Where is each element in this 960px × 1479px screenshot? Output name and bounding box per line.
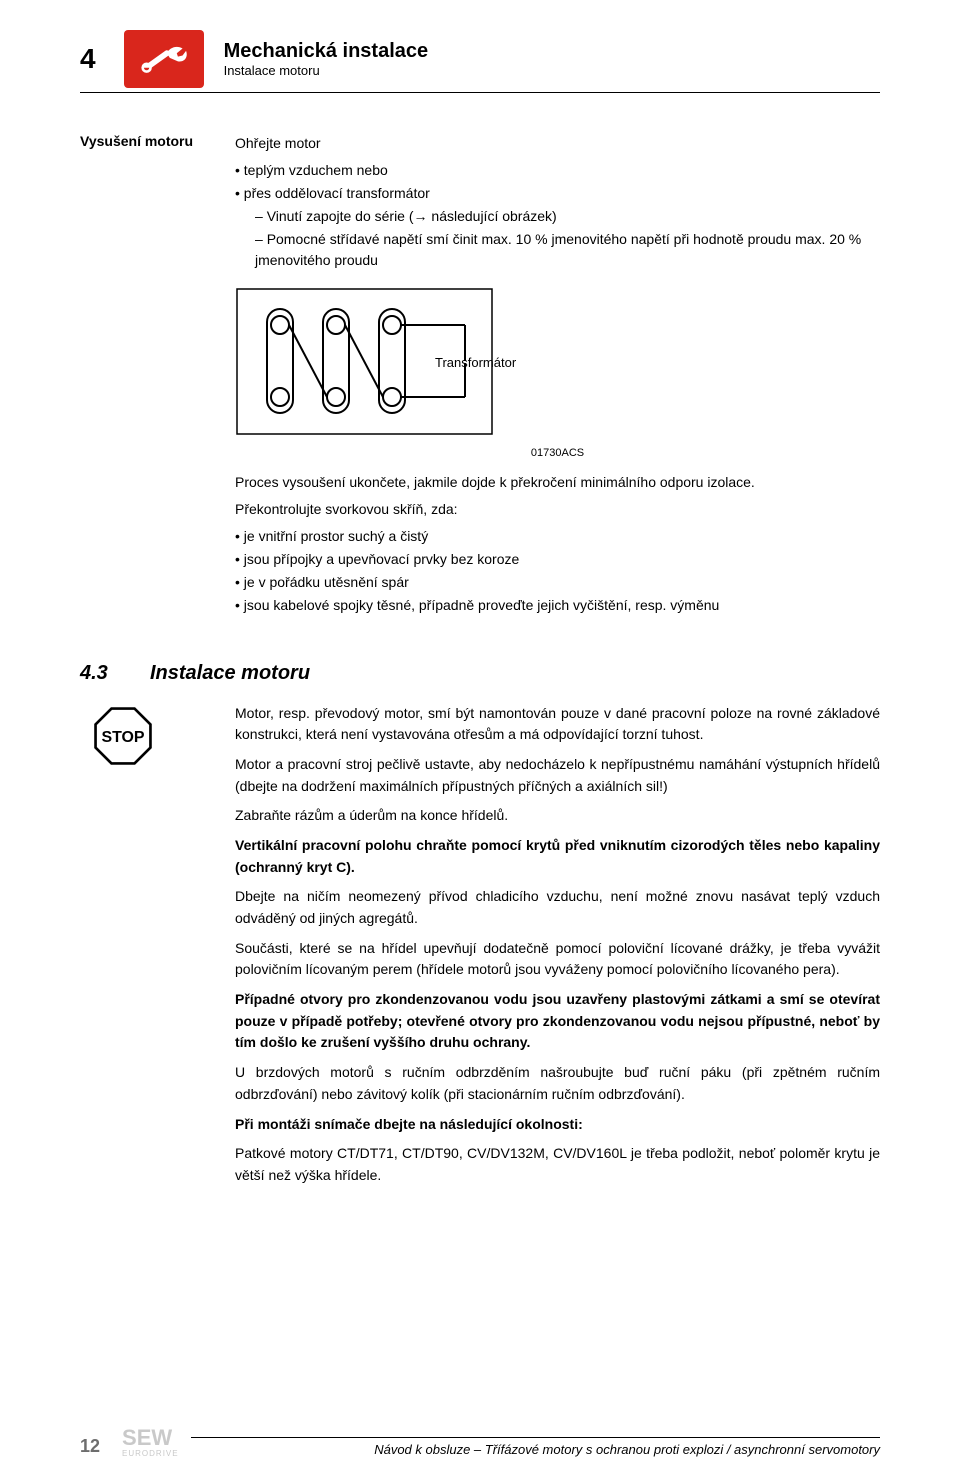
- page-footer: 12 SEW EURODRIVE Návod k obsluze – Třífá…: [80, 1425, 880, 1457]
- wrench-icon: [124, 30, 204, 88]
- page-subtitle: Instalace motoru: [224, 63, 429, 78]
- paragraph: Případné otvory pro zkondenzovanou vodu …: [235, 989, 880, 1054]
- paragraph: U brzdových motorů s ručním odbrzděním n…: [235, 1062, 880, 1105]
- list-item: Pomocné střídavé napětí smí činit max. 1…: [255, 229, 880, 271]
- list-item: přes oddělovací transformátor: [235, 183, 880, 204]
- footer-page-number: 12: [80, 1436, 100, 1457]
- list-item: jsou kabelové spojky těsné, případně pro…: [235, 595, 880, 616]
- section-title: Instalace motoru: [150, 662, 310, 685]
- list-item: je vnitřní prostor suchý a čistý: [235, 526, 880, 547]
- section-number: 4.3: [80, 662, 150, 685]
- chapter-number: 4: [80, 43, 96, 75]
- page-title: Mechanická instalace: [224, 40, 429, 63]
- figure-code: 01730ACS: [235, 445, 880, 462]
- drying-content: Ohřejte motor teplým vzduchem nebopřes o…: [235, 133, 880, 618]
- paragraph: Patkové motory CT/DT71, CT/DT90, CV/DV13…: [235, 1143, 880, 1186]
- list-item: jsou přípojky a upevňovací prvky bez kor…: [235, 549, 880, 570]
- svg-text:STOP: STOP: [101, 729, 144, 746]
- drying-intro: Ohřejte motor: [235, 133, 880, 154]
- list-item: Vinutí zapojte do série (→ následující o…: [255, 206, 880, 227]
- paragraph: Motor, resp. převodový motor, smí být na…: [235, 703, 880, 746]
- page-header: 4 Mechanická instalace Instalace motoru: [80, 30, 880, 93]
- paragraph: Vertikální pracovní polohu chraňte pomoc…: [235, 835, 880, 878]
- list-item: je v pořádku utěsnění spár: [235, 572, 880, 593]
- transformer-diagram: Transformátor: [235, 287, 880, 437]
- transformer-label: Transformátor: [435, 355, 517, 370]
- after-fig-p1: Proces vysoušení ukončete, jakmile dojde…: [235, 472, 880, 493]
- stop-icon: STOP: [80, 703, 235, 1195]
- section-4-3-heading: 4.3 Instalace motoru: [80, 662, 880, 685]
- drying-methods-list: teplým vzduchem nebopřes oddělovací tran…: [235, 160, 880, 204]
- section-label-drying: Vysušení motoru: [80, 133, 235, 618]
- sew-logo: SEW EURODRIVE: [122, 1425, 179, 1457]
- section-4-3-body: Motor, resp. převodový motor, smí být na…: [235, 703, 880, 1195]
- footer-doc-title: Návod k obsluze – Třífázové motory s och…: [191, 1437, 880, 1457]
- paragraph: Motor a pracovní stroj pečlivě ustavte, …: [235, 754, 880, 797]
- list-item: teplým vzduchem nebo: [235, 160, 880, 181]
- paragraph: Dbejte na ničím neomezený přívod chladic…: [235, 886, 880, 929]
- paragraph: Zabraňte rázům a úderům na konce hřídelů…: [235, 805, 880, 827]
- paragraph: Součásti, které se na hřídel upevňují do…: [235, 938, 880, 981]
- after-fig-p2: Překontrolujte svorkovou skříň, zda:: [235, 499, 880, 520]
- paragraph: Při montáži snímače dbejte na následujíc…: [235, 1114, 880, 1136]
- drying-sublist: Vinutí zapojte do série (→ následující o…: [235, 206, 880, 271]
- terminal-box-checklist: je vnitřní prostor suchý a čistýjsou pří…: [235, 526, 880, 616]
